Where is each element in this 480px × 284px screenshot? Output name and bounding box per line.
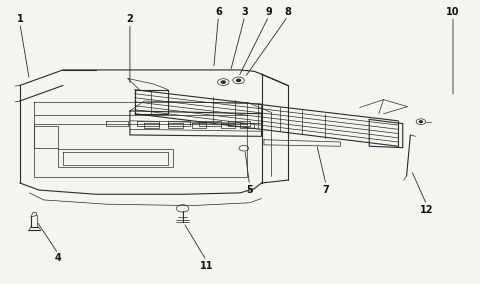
- Text: 6: 6: [215, 7, 222, 17]
- Text: 3: 3: [241, 7, 248, 17]
- Text: 11: 11: [200, 261, 213, 271]
- Text: 4: 4: [55, 253, 61, 263]
- Text: 5: 5: [246, 185, 253, 195]
- Text: 12: 12: [420, 205, 433, 215]
- Circle shape: [221, 81, 225, 83]
- Text: 1: 1: [16, 14, 23, 24]
- Text: 9: 9: [265, 7, 272, 17]
- Text: 2: 2: [127, 14, 133, 24]
- Circle shape: [237, 79, 240, 82]
- Text: 10: 10: [446, 7, 460, 17]
- Text: 7: 7: [323, 185, 330, 195]
- Circle shape: [420, 121, 422, 122]
- Text: 8: 8: [285, 7, 291, 17]
